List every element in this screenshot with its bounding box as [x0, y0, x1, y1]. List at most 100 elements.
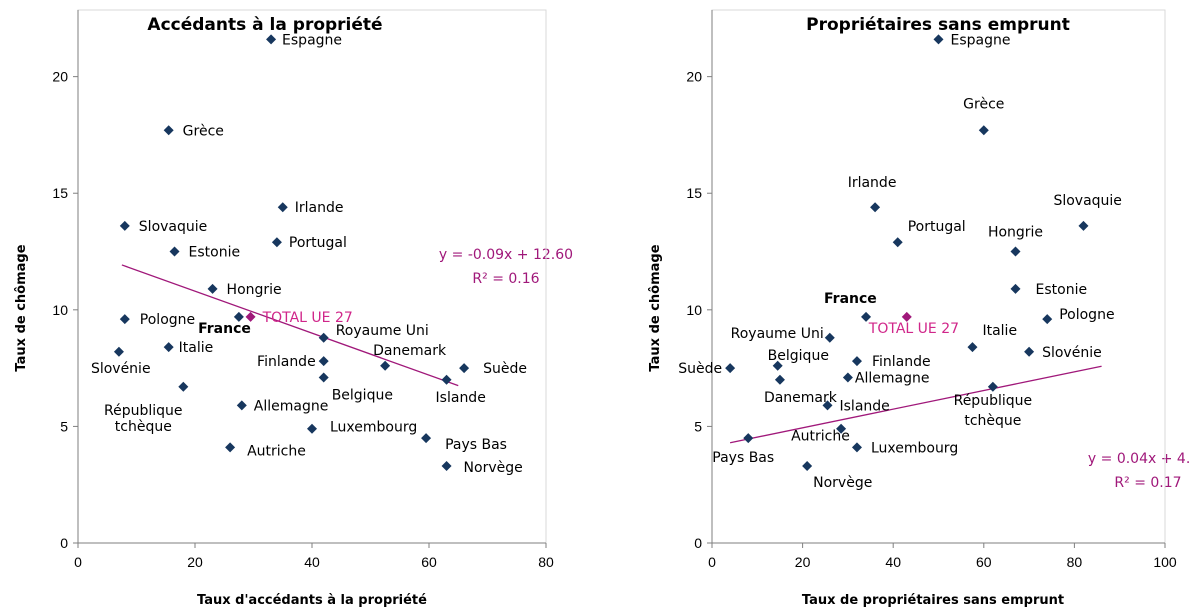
chart-right: Propriétaires sans emprunt Taux de propr…: [648, 9, 1189, 608]
point-label-total-ue-27: TOTAL UE 27: [262, 310, 353, 326]
data-point-pologne: [1042, 314, 1053, 325]
point-label-portugal: Portugal: [289, 235, 347, 251]
data-point-irlande: [277, 202, 288, 213]
point-label-suede: Suède: [678, 361, 722, 377]
point-label-france: France: [198, 321, 251, 337]
x-tick-label: 60: [421, 554, 437, 570]
data-point-total-ue-27: [245, 311, 256, 322]
x-tick-label: 60: [976, 554, 992, 570]
point-label-norvege: Norvège: [464, 460, 523, 476]
data-point-luxembourg: [851, 442, 862, 453]
point-label-belgique: Belgique: [768, 348, 829, 364]
trendline: [121, 264, 459, 387]
data-point-danemark: [774, 374, 785, 385]
data-point-espagne: [933, 34, 944, 45]
point-label-autriche: Autriche: [791, 429, 850, 445]
point-label-allemagne: Allemagne: [254, 398, 329, 414]
point-label-total-ue-27: TOTAL UE 27: [868, 321, 959, 337]
point-label-pays-bas: Pays Bas: [445, 437, 507, 453]
y-axis-title: Taux de chômage: [14, 244, 29, 371]
data-point-hongrie: [1010, 246, 1021, 257]
point-label-grece: Grèce: [183, 123, 224, 139]
data-point-norvege: [802, 461, 813, 472]
x-tick-label: 40: [885, 554, 901, 570]
data-point-estonie: [1010, 283, 1021, 294]
point-label-slovaquie: Slovaquie: [1053, 193, 1121, 209]
trendline-equation: y = 0.04x + 4.14: [1088, 451, 1189, 467]
point-label-estonie: Estonie: [1036, 282, 1088, 298]
point-label-italie: Italie: [982, 323, 1017, 339]
point-label-slovenie: Slovénie: [91, 361, 151, 377]
y-tick-label: 0: [60, 535, 68, 551]
point-label-luxembourg: Luxembourg: [871, 440, 958, 456]
point-label-espagne: Espagne: [282, 32, 342, 48]
point-label-belgique: Belgique: [332, 387, 393, 403]
point-label-allemagne: Allemagne: [855, 370, 930, 386]
point-label-pays-bas: Pays Bas: [712, 450, 774, 466]
point-label-luxembourg: Luxembourg: [330, 420, 417, 436]
data-point-france: [861, 311, 872, 322]
y-tick-label: 5: [60, 418, 68, 434]
data-point-irlande: [870, 202, 881, 213]
x-tick-label: 20: [187, 554, 203, 570]
x-axis-title: Taux de propriétaires sans emprunt: [802, 593, 1064, 608]
y-tick-label: 15: [686, 185, 702, 201]
data-point-autriche: [225, 442, 236, 453]
point-label-france: France: [824, 291, 877, 307]
point-label-slovenie: Slovénie: [1042, 345, 1102, 361]
data-point-luxembourg: [307, 423, 317, 434]
data-point-republique-tcheque: [987, 381, 998, 392]
point-label-republique-tcheque: République tchèque: [954, 393, 1033, 429]
data-point-italie: [163, 342, 174, 353]
data-point-royaume-uni: [824, 332, 835, 343]
point-label-royaume-uni: Royaume Uni: [731, 326, 824, 342]
data-point-danemark: [380, 360, 391, 371]
point-label-islande: Islande: [436, 390, 486, 406]
x-tick-label: 40: [304, 554, 320, 570]
point-label-portugal: Portugal: [908, 219, 966, 235]
data-point-france: [233, 311, 244, 322]
data-point-hongrie: [207, 283, 218, 294]
data-point-islande: [822, 400, 833, 411]
chart-title: Propriétaires sans emprunt: [806, 15, 1070, 35]
data-point-belgique: [772, 360, 783, 371]
data-point-espagne: [266, 34, 277, 45]
trendline: [729, 365, 1102, 444]
y-axis-title: Taux de chômage: [648, 244, 663, 371]
point-label-suede: Suède: [483, 361, 527, 377]
data-point-slovaquie: [1078, 220, 1089, 231]
y-tick-label: 20: [52, 69, 68, 85]
y-tick-label: 20: [686, 69, 702, 85]
y-tick-label: 0: [694, 535, 702, 551]
x-tick-label: 80: [1067, 554, 1083, 570]
point-label-norvege: Norvège: [813, 475, 872, 491]
data-point-norvege: [441, 461, 452, 472]
point-label-estonie: Estonie: [189, 245, 241, 261]
y-tick-label: 10: [52, 302, 68, 318]
y-tick-label: 5: [694, 418, 702, 434]
point-label-irlande: Irlande: [848, 175, 897, 191]
data-point-suede: [725, 363, 736, 374]
x-tick-label: 0: [708, 554, 716, 570]
data-point-allemagne: [842, 372, 853, 383]
point-label-danemark: Danemark: [764, 390, 838, 406]
x-tick-label: 100: [1153, 554, 1177, 570]
data-point-pologne: [119, 314, 130, 325]
data-point-belgique: [318, 372, 329, 383]
point-label-finlande: Finlande: [257, 354, 316, 370]
point-label-pologne: Pologne: [140, 312, 195, 328]
point-label-grece: Grèce: [963, 96, 1004, 112]
data-point-slovaquie: [119, 220, 130, 231]
chart-left: Accédants à la propriété Taux d'accédant…: [14, 9, 573, 608]
point-label-italie: Italie: [179, 340, 214, 356]
point-label-irlande: Irlande: [295, 200, 344, 216]
point-label-danemark: Danemark: [373, 343, 447, 359]
data-point-slovenie: [113, 346, 124, 357]
point-label-finlande: Finlande: [872, 354, 931, 370]
data-point-republique-tcheque: [178, 381, 189, 392]
x-tick-label: 0: [74, 554, 82, 570]
point-label-islande: Islande: [840, 398, 890, 414]
data-point-italie: [967, 342, 978, 353]
data-point-total-ue-27: [901, 311, 912, 322]
